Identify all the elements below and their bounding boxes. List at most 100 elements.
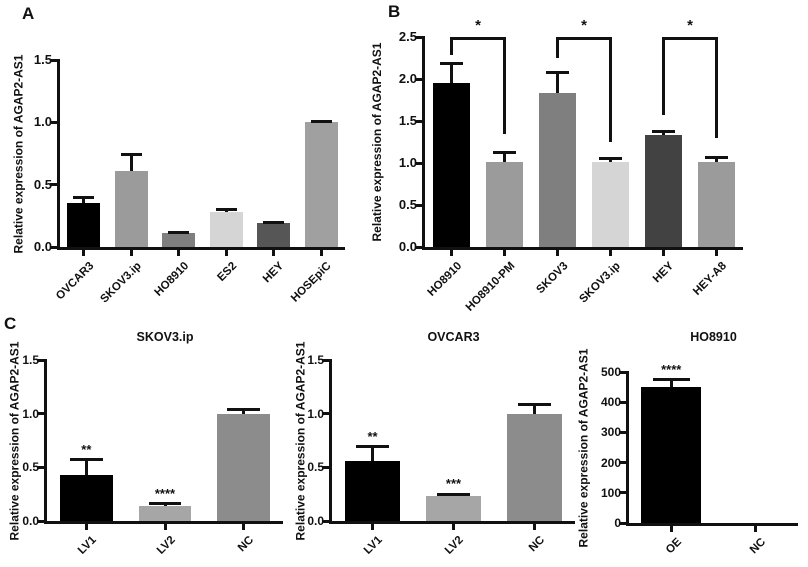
x-tick: [503, 250, 506, 256]
y-tick: [322, 465, 329, 469]
bar-SKOV3: [539, 93, 576, 247]
y-tick: [50, 120, 57, 124]
error-bar-cap: [69, 458, 103, 462]
x-tick: [163, 524, 167, 530]
bar-HO8910: [162, 233, 196, 247]
y-tick-label: 0.5: [22, 460, 39, 475]
error-bar-cap: [517, 402, 552, 406]
error-bar-cap: [546, 70, 569, 74]
y-tick: [619, 400, 626, 404]
x-category-label: SKOV3: [533, 260, 570, 297]
panel-label-a: A: [22, 4, 35, 23]
error-bar-cap: [652, 378, 690, 382]
y-tick-label: 300: [600, 425, 621, 440]
chart-title: OVCAR3: [427, 330, 480, 344]
sig-label: **: [81, 441, 92, 457]
y-tick: [415, 161, 422, 165]
error-bar-cap: [73, 195, 95, 199]
panel-c-skov3ip-chart: Relative expression of AGAP2-AS1 SKOV3.i…: [0, 310, 290, 567]
y-tick: [50, 58, 57, 62]
x-category-label: NC: [747, 536, 769, 557]
y-tick: [415, 35, 422, 39]
x-tick: [533, 524, 536, 530]
x-category-label: HEY-A8: [691, 260, 729, 298]
x-tick: [319, 250, 323, 256]
x-tick: [669, 526, 673, 532]
bar-OE: [641, 387, 702, 523]
error-bar-stem: [450, 63, 453, 84]
bracket-sig-label: *: [581, 17, 587, 34]
y-tick: [50, 183, 57, 187]
error-bar-cap: [215, 208, 237, 212]
error-bar-stem: [371, 446, 374, 461]
y-tick-label: 0.5: [307, 460, 324, 475]
error-bar-stem: [662, 131, 665, 136]
x-category-label: NC: [235, 534, 257, 555]
y-tick: [37, 358, 44, 362]
y-tick: [415, 203, 422, 207]
x-tick: [82, 250, 86, 256]
error-bar-cap: [148, 502, 182, 506]
panel-label-b: B: [388, 2, 401, 21]
x-category-label: HEY: [650, 260, 676, 286]
y-tick: [322, 519, 329, 523]
y-tick-label: 1.5: [33, 52, 52, 67]
x-axis-line: [329, 521, 575, 524]
x-tick: [452, 524, 455, 530]
bracket-leg: [609, 37, 612, 142]
y-tick-label: 1.0: [307, 406, 324, 421]
panel-c-ho8910-chart: Relative expression of AGAP2-AS1 HO8910 …: [575, 310, 808, 567]
chart-title: HO8910: [690, 330, 737, 344]
bar-HEY: [257, 223, 291, 247]
bracket-leg: [503, 37, 506, 134]
error-bar-cap: [652, 129, 675, 133]
y-tick-label: 1.0: [22, 406, 39, 421]
y-tick-label: 0.0: [307, 514, 324, 528]
y-tick: [619, 491, 626, 495]
y-axis-line: [626, 371, 629, 526]
bar-NC: [217, 413, 271, 521]
bracket-leg: [662, 37, 665, 116]
y-tick-label: 0.0: [398, 239, 417, 254]
error-bar-cap: [440, 61, 463, 65]
y-tick: [50, 245, 57, 249]
y-axis-line: [44, 359, 47, 524]
x-tick: [556, 250, 559, 256]
bar-SKOV3.ip: [592, 162, 629, 247]
bar-NC: [507, 413, 562, 521]
sig-label: ***: [445, 476, 462, 492]
error-bar-cap: [599, 157, 622, 161]
x-tick: [177, 250, 181, 256]
bar-LV2: [138, 505, 192, 521]
error-bar-cap: [493, 150, 516, 154]
x-category-label: SKOV3.ip: [577, 260, 623, 306]
error-bar-stem: [533, 404, 536, 414]
x-category-label: SKOV3.ip: [98, 260, 144, 306]
error-bar-stem: [129, 154, 133, 171]
y-axis-line: [57, 59, 60, 250]
x-axis-line: [57, 247, 345, 250]
panel-c-ovcar3-chart: Relative expression of AGAP2-AS1 OVCAR3 …: [290, 310, 575, 567]
y-tick-label: 2.0: [398, 71, 417, 86]
x-category-label: OE: [663, 536, 684, 557]
error-bar-stem: [609, 158, 612, 163]
x-category-label: HO8910: [425, 260, 464, 299]
x-tick: [609, 250, 612, 256]
x-category-label: HO8910: [152, 260, 192, 299]
error-bar-cap: [168, 230, 190, 234]
x-tick: [754, 526, 758, 532]
error-bar-cap: [227, 407, 260, 411]
x-category-label: NC: [526, 534, 547, 555]
error-bar-stem: [715, 157, 718, 163]
x-tick: [715, 250, 718, 256]
bar-OVCAR3: [67, 203, 101, 247]
panel-label-c: C: [4, 314, 17, 333]
y-tick-label: 0.5: [398, 197, 417, 212]
panel-b-chart: Relative expression of AGAP2-AS1 0.0 0.5 1…: [370, 0, 808, 314]
x-category-label: ES2: [214, 260, 239, 284]
error-bar-cap: [355, 445, 390, 449]
y-tick: [322, 412, 329, 416]
x-category-label: HEY: [261, 260, 287, 286]
y-tick-label: 1.0: [398, 155, 417, 170]
y-tick-label: 0.0: [22, 514, 39, 528]
